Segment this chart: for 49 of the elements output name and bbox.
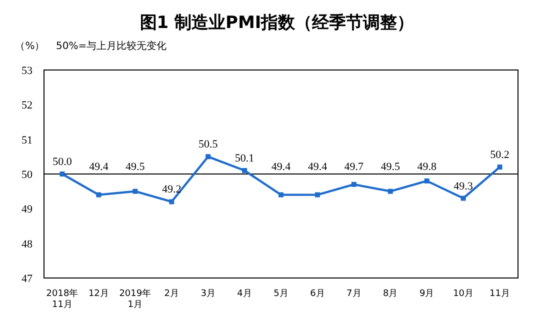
y-tick-label: 49 <box>22 204 33 216</box>
data-label: 49.5 <box>126 161 146 173</box>
y-axis-title: （%） <box>15 41 45 52</box>
y-tick-label: 50 <box>22 169 33 181</box>
y-tick-label: 48 <box>22 238 33 250</box>
data-label: 50.2 <box>490 149 510 162</box>
x-tick-label: 7月 <box>346 289 362 299</box>
x-tick-label: 2月 <box>164 289 179 299</box>
point <box>169 199 174 204</box>
x-tick-label: 10月 <box>453 289 474 299</box>
x-tick-label: 2018年 11月 <box>46 288 78 310</box>
x-tick-label: 9月 <box>419 289 434 299</box>
data-label: 49.7 <box>344 161 364 173</box>
x-tick-label: 8月 <box>383 289 398 299</box>
point <box>96 192 102 198</box>
x-tick-label: 11月 <box>490 289 510 299</box>
data-label: 49.4 <box>89 161 109 173</box>
x-tick-label: 3月 <box>200 289 216 299</box>
y-tick-label: 52 <box>22 100 32 112</box>
point <box>497 164 502 170</box>
point <box>460 196 466 201</box>
data-label: 49.2 <box>162 184 182 196</box>
text: 50%=与上月比较无变化 <box>56 40 167 52</box>
point <box>388 188 393 194</box>
point <box>132 188 138 194</box>
data-label: 49.4 <box>308 161 328 173</box>
x-tick-label: 6月 <box>310 289 325 299</box>
point <box>424 178 430 184</box>
x-tick-label: 4月 <box>237 289 252 299</box>
point <box>314 192 320 198</box>
point <box>206 154 211 160</box>
data-label: 50.1 <box>234 152 254 165</box>
data-label: 49.4 <box>271 161 292 173</box>
point <box>351 182 356 187</box>
data-label: 50.5 <box>198 138 218 151</box>
data-label: 49.5 <box>380 161 401 173</box>
y-tick-label: 53 <box>22 65 33 77</box>
y-tick-label: 47 <box>22 273 33 285</box>
point <box>60 172 65 176</box>
data-label: 50.0 <box>52 156 72 168</box>
x-tick-label: 5月 <box>274 289 288 299</box>
data-label: 49.8 <box>417 161 437 173</box>
point <box>278 192 284 198</box>
chart-title: 图1 制造业PMI指数（经季节调整） <box>140 13 414 33</box>
point <box>242 168 248 174</box>
x-tick-label: 2019年 1月 <box>119 288 152 310</box>
x-tick-label: 12月 <box>88 289 109 299</box>
y-tick-label: 51 <box>22 134 32 146</box>
data-label: 49.3 <box>454 180 474 192</box>
